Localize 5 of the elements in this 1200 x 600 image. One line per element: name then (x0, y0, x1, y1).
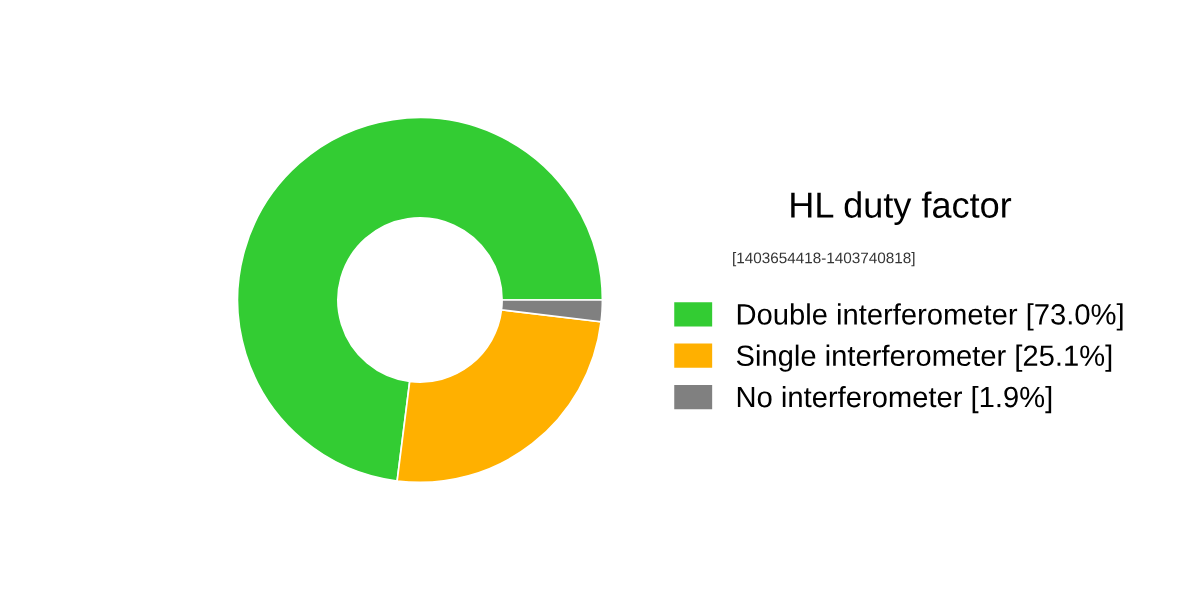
legend-label: No interferometer [1.9%] (737, 385, 1052, 414)
legend-title: HL duty factor (791, 191, 1012, 226)
legend-label: Single interferometer [25.1%] (736, 344, 1112, 372)
legend-label: Double interferometer [73.0%] (737, 303, 1123, 331)
text: [1403654418-1403740818] (733, 252, 915, 267)
